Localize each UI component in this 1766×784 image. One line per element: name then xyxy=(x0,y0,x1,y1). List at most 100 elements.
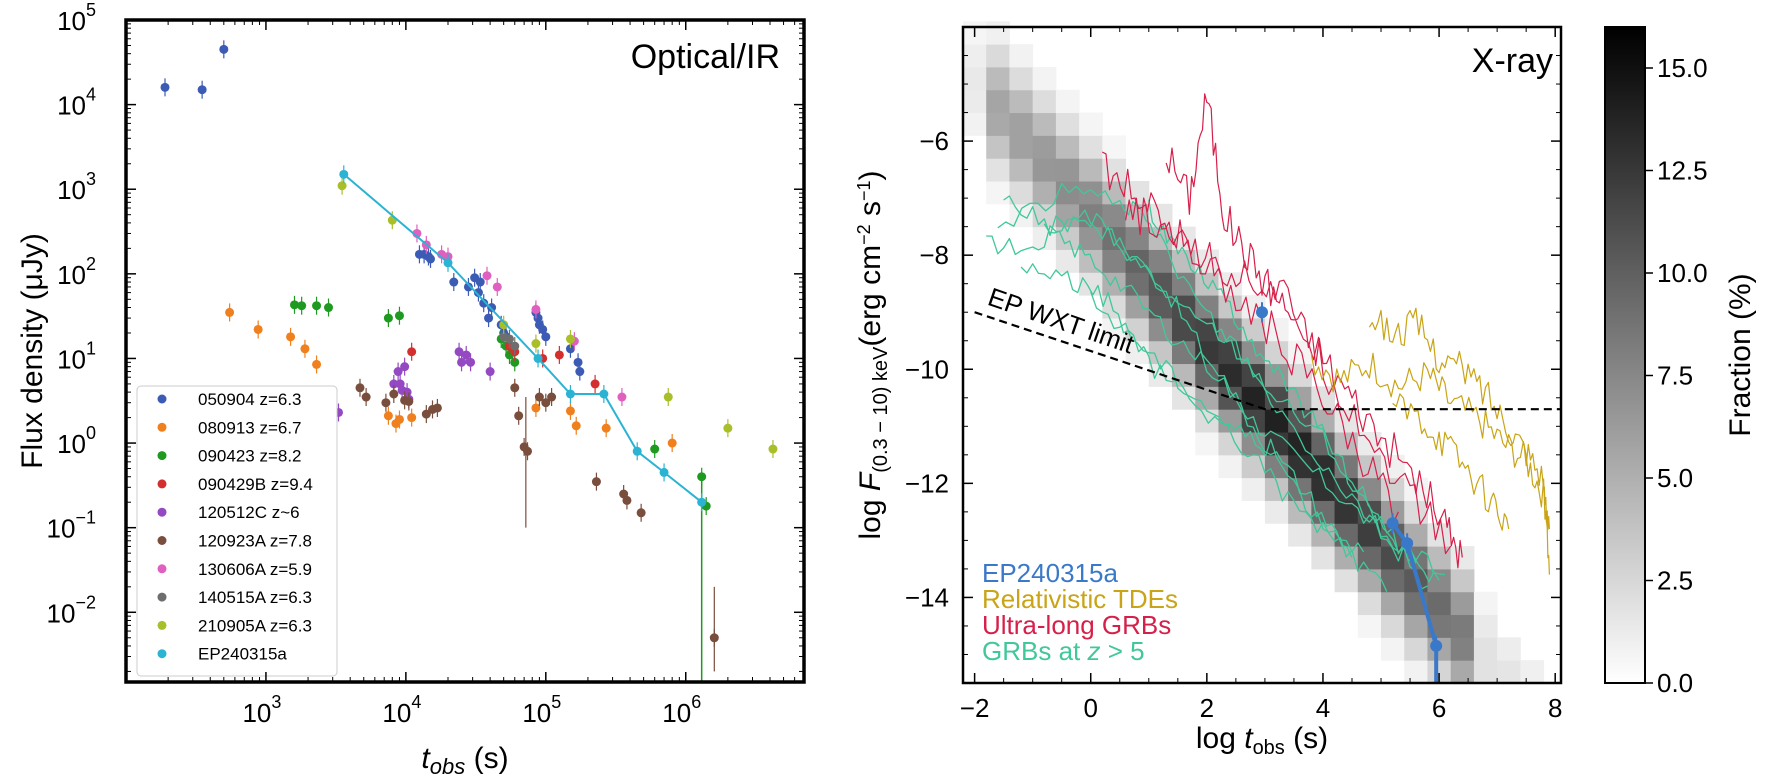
point-090429B xyxy=(407,347,417,357)
heatmap-cell xyxy=(1055,135,1080,159)
right-x-tick-label: 0 xyxy=(1083,693,1097,723)
point-120923A xyxy=(355,383,365,393)
point-050904 xyxy=(573,357,583,367)
heatmap-cell xyxy=(1311,546,1336,570)
heatmap-cell xyxy=(1473,660,1498,684)
heatmap-cell xyxy=(1009,135,1034,159)
tde-curve xyxy=(1368,307,1550,575)
left-y-tick-label: 102 xyxy=(57,254,96,290)
left-plot-frame xyxy=(124,18,806,684)
legend-marker-090429B xyxy=(157,479,167,489)
heatmap-cell xyxy=(1473,614,1498,638)
point-EP240315a xyxy=(632,446,642,456)
highz-grb-curve xyxy=(986,209,1440,583)
legend-label-090429B: 090429B z=9.4 xyxy=(198,475,313,494)
point-120923A xyxy=(381,398,391,408)
left-y-tick-base: 10 xyxy=(57,429,86,459)
heatmap-cell xyxy=(986,135,1010,159)
right-x-tick-label: 2 xyxy=(1200,693,1214,723)
point-090423 xyxy=(697,472,707,482)
heatmap-cell xyxy=(1404,660,1428,684)
point-080913 xyxy=(571,421,581,431)
heatmap-cell xyxy=(1264,317,1289,342)
left-y-tick-label: 100 xyxy=(57,423,96,459)
heatmap-cell xyxy=(1241,317,1266,342)
heatmap-cell xyxy=(986,112,1010,136)
point-120923A xyxy=(547,392,557,402)
heatmap-cell xyxy=(1288,409,1312,433)
heatmap-cell xyxy=(1473,591,1498,616)
legend-label-120512C: 120512C z~6 xyxy=(198,503,300,522)
heatmap-cell xyxy=(1381,500,1405,524)
heatmap-cell xyxy=(1148,226,1173,250)
left-y-tick-label: 101 xyxy=(57,338,96,374)
colorbar-ticks: 0.0 2.5 5.0 7.5 10.0 12.5 15.0 xyxy=(1645,53,1708,698)
heatmap-cell xyxy=(1427,660,1452,684)
point-120512C xyxy=(389,379,399,389)
heatmap-cell xyxy=(1032,135,1057,159)
point-120923A xyxy=(622,495,632,505)
heatmap-cell xyxy=(986,44,1010,68)
heatmap-cell xyxy=(1334,409,1359,433)
left-y-tick-base: 10 xyxy=(47,598,76,628)
heatmap-cell xyxy=(1102,317,1127,342)
tde-curve xyxy=(1310,352,1550,531)
left-data-layer xyxy=(160,40,778,682)
right-y-axis-label: log F(0.3 − 10) keV(erg cm−2 s−1) xyxy=(854,171,892,540)
point-120923A xyxy=(523,446,533,456)
point-050904 xyxy=(426,254,436,264)
heatmap-cell xyxy=(1055,112,1080,136)
heatmap-cell xyxy=(1357,568,1382,593)
heatmap-cell xyxy=(1102,226,1127,250)
heatmap-cell xyxy=(1381,637,1405,661)
point-210905A xyxy=(565,334,575,344)
heatmap-cell xyxy=(1079,249,1103,273)
heatmap-cell xyxy=(1357,614,1382,638)
heatmap-cell xyxy=(1172,363,1196,387)
heatmap-cell xyxy=(1264,454,1289,479)
heatmap-cell xyxy=(1218,363,1243,387)
left-y-tick-base: 10 xyxy=(57,6,86,36)
point-210905A xyxy=(531,339,541,349)
heatmap-cell xyxy=(1032,89,1057,114)
point-090423 xyxy=(297,301,307,311)
heatmap-cell xyxy=(1079,112,1103,136)
left-x-tick-base: 10 xyxy=(662,698,691,728)
tde-curve xyxy=(1392,393,1510,531)
point-090423 xyxy=(394,311,404,321)
colorbar-tick-label: 5.0 xyxy=(1657,463,1693,493)
heatmap-cell xyxy=(1288,500,1312,524)
heatmap-cell xyxy=(1218,432,1243,456)
colorbar-tick-label: 7.5 xyxy=(1657,361,1693,391)
colorbar-tick-label: 12.5 xyxy=(1657,156,1708,186)
left-y-tick-exp: 4 xyxy=(86,85,96,105)
heatmap-cell xyxy=(1125,226,1150,250)
heatmap-cell xyxy=(1009,66,1034,91)
colorbar-label: Fraction (%) xyxy=(1724,273,1757,436)
point-050904 xyxy=(565,344,575,354)
point-050904 xyxy=(538,324,548,334)
heatmap-cell xyxy=(986,89,1010,114)
legend-label-090423: 090423 z=8.2 xyxy=(198,447,302,466)
point-050904 xyxy=(197,85,207,95)
right-x-tick-label: −2 xyxy=(960,693,990,723)
heatmap-cell xyxy=(1055,158,1080,182)
highz-grb-curve xyxy=(1020,263,1388,592)
ep240315a-point xyxy=(1430,639,1443,652)
point-120923A xyxy=(510,383,520,393)
heatmap-cell xyxy=(1218,272,1243,296)
left-y-tick-exp: 1 xyxy=(86,338,96,358)
heatmap-cell xyxy=(1288,477,1312,501)
right-x-tick-label: 4 xyxy=(1316,693,1330,723)
left-y-tick-label: 103 xyxy=(57,169,96,205)
colorbar-tick-label: 15.0 xyxy=(1657,53,1708,83)
point-080913 xyxy=(601,423,611,433)
heatmap-cell xyxy=(1195,295,1219,319)
point-210905A xyxy=(768,444,778,454)
point-210905A xyxy=(663,392,673,402)
point-120512C xyxy=(400,362,410,372)
legend-marker-210905A xyxy=(157,620,167,630)
ep240315a-point xyxy=(1401,537,1414,550)
